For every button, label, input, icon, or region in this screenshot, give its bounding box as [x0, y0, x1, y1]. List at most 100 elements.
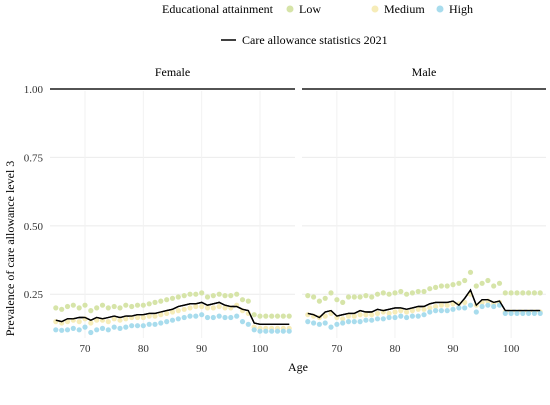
series-high: [305, 302, 543, 330]
x-tick-label: 100: [252, 343, 269, 355]
point-high: [105, 327, 111, 333]
point-low: [146, 301, 152, 307]
point-high: [404, 314, 410, 321]
care-allowance-line-top: [55, 301, 290, 325]
point-high: [374, 316, 381, 322]
point-low: [328, 290, 334, 296]
point-medium: [123, 316, 129, 322]
point-low: [421, 288, 427, 295]
point-low: [152, 299, 158, 305]
point-high: [251, 327, 257, 333]
point-high: [274, 328, 281, 334]
point-medium: [369, 312, 375, 318]
point-high: [526, 310, 532, 316]
x-tick-label: 90: [448, 343, 460, 355]
point-low: [187, 291, 193, 297]
point-high: [158, 320, 164, 326]
point-low: [111, 303, 117, 310]
point-medium: [181, 306, 187, 312]
point-high: [340, 320, 346, 326]
point-high: [334, 321, 340, 327]
point-high: [239, 319, 246, 325]
point-high: [351, 319, 357, 325]
point-medium: [169, 309, 176, 315]
point-medium: [140, 314, 146, 321]
point-medium: [53, 319, 59, 325]
point-medium: [164, 310, 170, 316]
point-low: [427, 286, 433, 292]
point-high: [345, 319, 352, 325]
point-high: [187, 313, 193, 319]
point-medium: [152, 313, 158, 319]
series-low: [53, 290, 292, 319]
point-high: [76, 327, 82, 333]
point-low: [257, 313, 263, 319]
point-low: [514, 290, 520, 296]
point-low: [228, 293, 234, 299]
point-low: [269, 313, 275, 319]
point-low: [53, 305, 59, 311]
x-tick-label: 80: [138, 343, 150, 355]
panel-label-female: Female: [155, 65, 190, 79]
point-medium: [193, 303, 199, 310]
point-low: [404, 291, 410, 297]
point-medium: [322, 313, 328, 319]
point-low: [444, 283, 450, 289]
point-low: [537, 290, 543, 296]
point-medium: [158, 312, 164, 318]
point-low: [210, 293, 216, 299]
point-high: [59, 327, 65, 333]
point-medium: [433, 303, 439, 310]
point-low: [117, 305, 123, 311]
point-medium: [345, 313, 352, 319]
point-high: [467, 302, 474, 308]
point-medium: [415, 306, 421, 312]
legend-title: Educational attainment: [162, 2, 274, 16]
point-medium: [305, 312, 311, 318]
point-high: [129, 323, 135, 329]
point-low: [334, 297, 340, 303]
point-high: [328, 324, 334, 330]
point-low: [508, 290, 514, 296]
point-low: [456, 280, 462, 286]
point-low: [322, 295, 328, 301]
point-high: [421, 312, 427, 318]
point-low: [274, 313, 281, 319]
series-medium: [305, 291, 543, 322]
point-medium: [94, 317, 100, 323]
point-high: [263, 328, 269, 334]
point-low: [216, 291, 222, 297]
point-low: [286, 313, 292, 319]
point-low: [169, 295, 176, 301]
point-low: [496, 280, 503, 286]
x-tick-label: 100: [503, 343, 520, 355]
point-medium: [386, 310, 392, 316]
y-tick-label: 1.00: [24, 84, 44, 96]
point-high: [502, 310, 508, 316]
point-low: [134, 302, 141, 308]
point-low: [82, 302, 88, 308]
point-low: [380, 290, 386, 296]
x-tick-label: 80: [389, 343, 401, 355]
point-high: [199, 312, 205, 318]
point-high: [537, 310, 543, 316]
legend-dot-medium: [371, 5, 379, 13]
point-low: [531, 290, 538, 296]
point-high: [386, 314, 392, 321]
point-high: [134, 323, 141, 329]
y-tick-label: 0.75: [24, 152, 44, 164]
point-medium: [409, 308, 415, 314]
x-axis-title: Age: [288, 360, 308, 374]
point-low: [164, 297, 170, 303]
point-low: [76, 305, 82, 311]
point-low: [398, 288, 404, 295]
point-low: [467, 269, 474, 275]
point-medium: [351, 313, 357, 319]
point-high: [152, 321, 158, 327]
point-high: [228, 314, 234, 321]
point-medium: [199, 303, 205, 310]
legend-items: Low Medium High: [286, 2, 473, 16]
point-high: [357, 319, 363, 325]
point-medium: [134, 314, 141, 321]
point-high: [485, 302, 491, 308]
